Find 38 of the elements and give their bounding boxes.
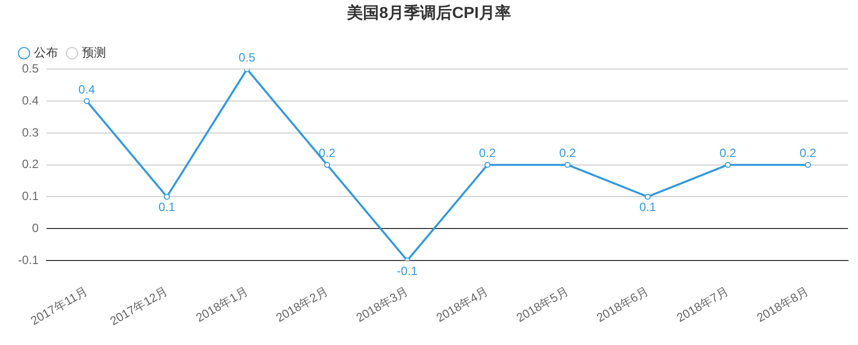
point [324, 162, 330, 168]
y-tick-label: -0.1 [18, 252, 39, 267]
point [164, 194, 170, 200]
y-tick-label: 0.3 [22, 125, 39, 140]
point [84, 98, 90, 104]
x-tick-label: 2018年4月 [434, 284, 491, 325]
x-tick-label: 2018年5月 [514, 284, 571, 325]
point [484, 162, 490, 168]
data-label: 0.5 [238, 50, 256, 65]
data-label: 0.2 [719, 146, 736, 160]
x-tick-label: 2018年2月 [274, 284, 330, 325]
point [564, 162, 571, 168]
legend-label: 预测 [82, 46, 106, 60]
chart-title: 美国8月季调后CPI月率 [346, 3, 511, 22]
data-label: 0.1 [158, 200, 176, 214]
data-label: 0.1 [639, 200, 656, 214]
legend-label: 公布 [34, 46, 58, 60]
point [644, 194, 651, 200]
x-tick-label: 2017年12月 [108, 284, 170, 328]
x-tick-label: 2018年1月 [193, 284, 250, 325]
y-tick-label: 0.1 [22, 189, 39, 204]
data-label: 0.2 [318, 146, 336, 160]
data-label: 0.4 [78, 82, 96, 96]
point [804, 162, 811, 168]
x-tick-label: 2018年3月 [354, 284, 410, 325]
x-tick-label: 2017年11月 [28, 284, 90, 328]
data-label: 0.2 [559, 146, 576, 160]
data-label: 0.2 [479, 146, 496, 160]
point [724, 162, 731, 168]
y-tick-label: 0.2 [22, 157, 39, 172]
y-tick-label: 0 [32, 220, 39, 235]
y-tick-label: 0.4 [22, 93, 39, 108]
data-label: -0.1 [396, 264, 418, 278]
data-label: 0.2 [800, 146, 817, 160]
x-tick-label: 2018年7月 [674, 284, 731, 325]
x-tick-label: 2018年8月 [754, 284, 812, 325]
x-tick-label: 2018年6月 [594, 284, 651, 325]
y-tick-label: 0.5 [22, 62, 39, 76]
